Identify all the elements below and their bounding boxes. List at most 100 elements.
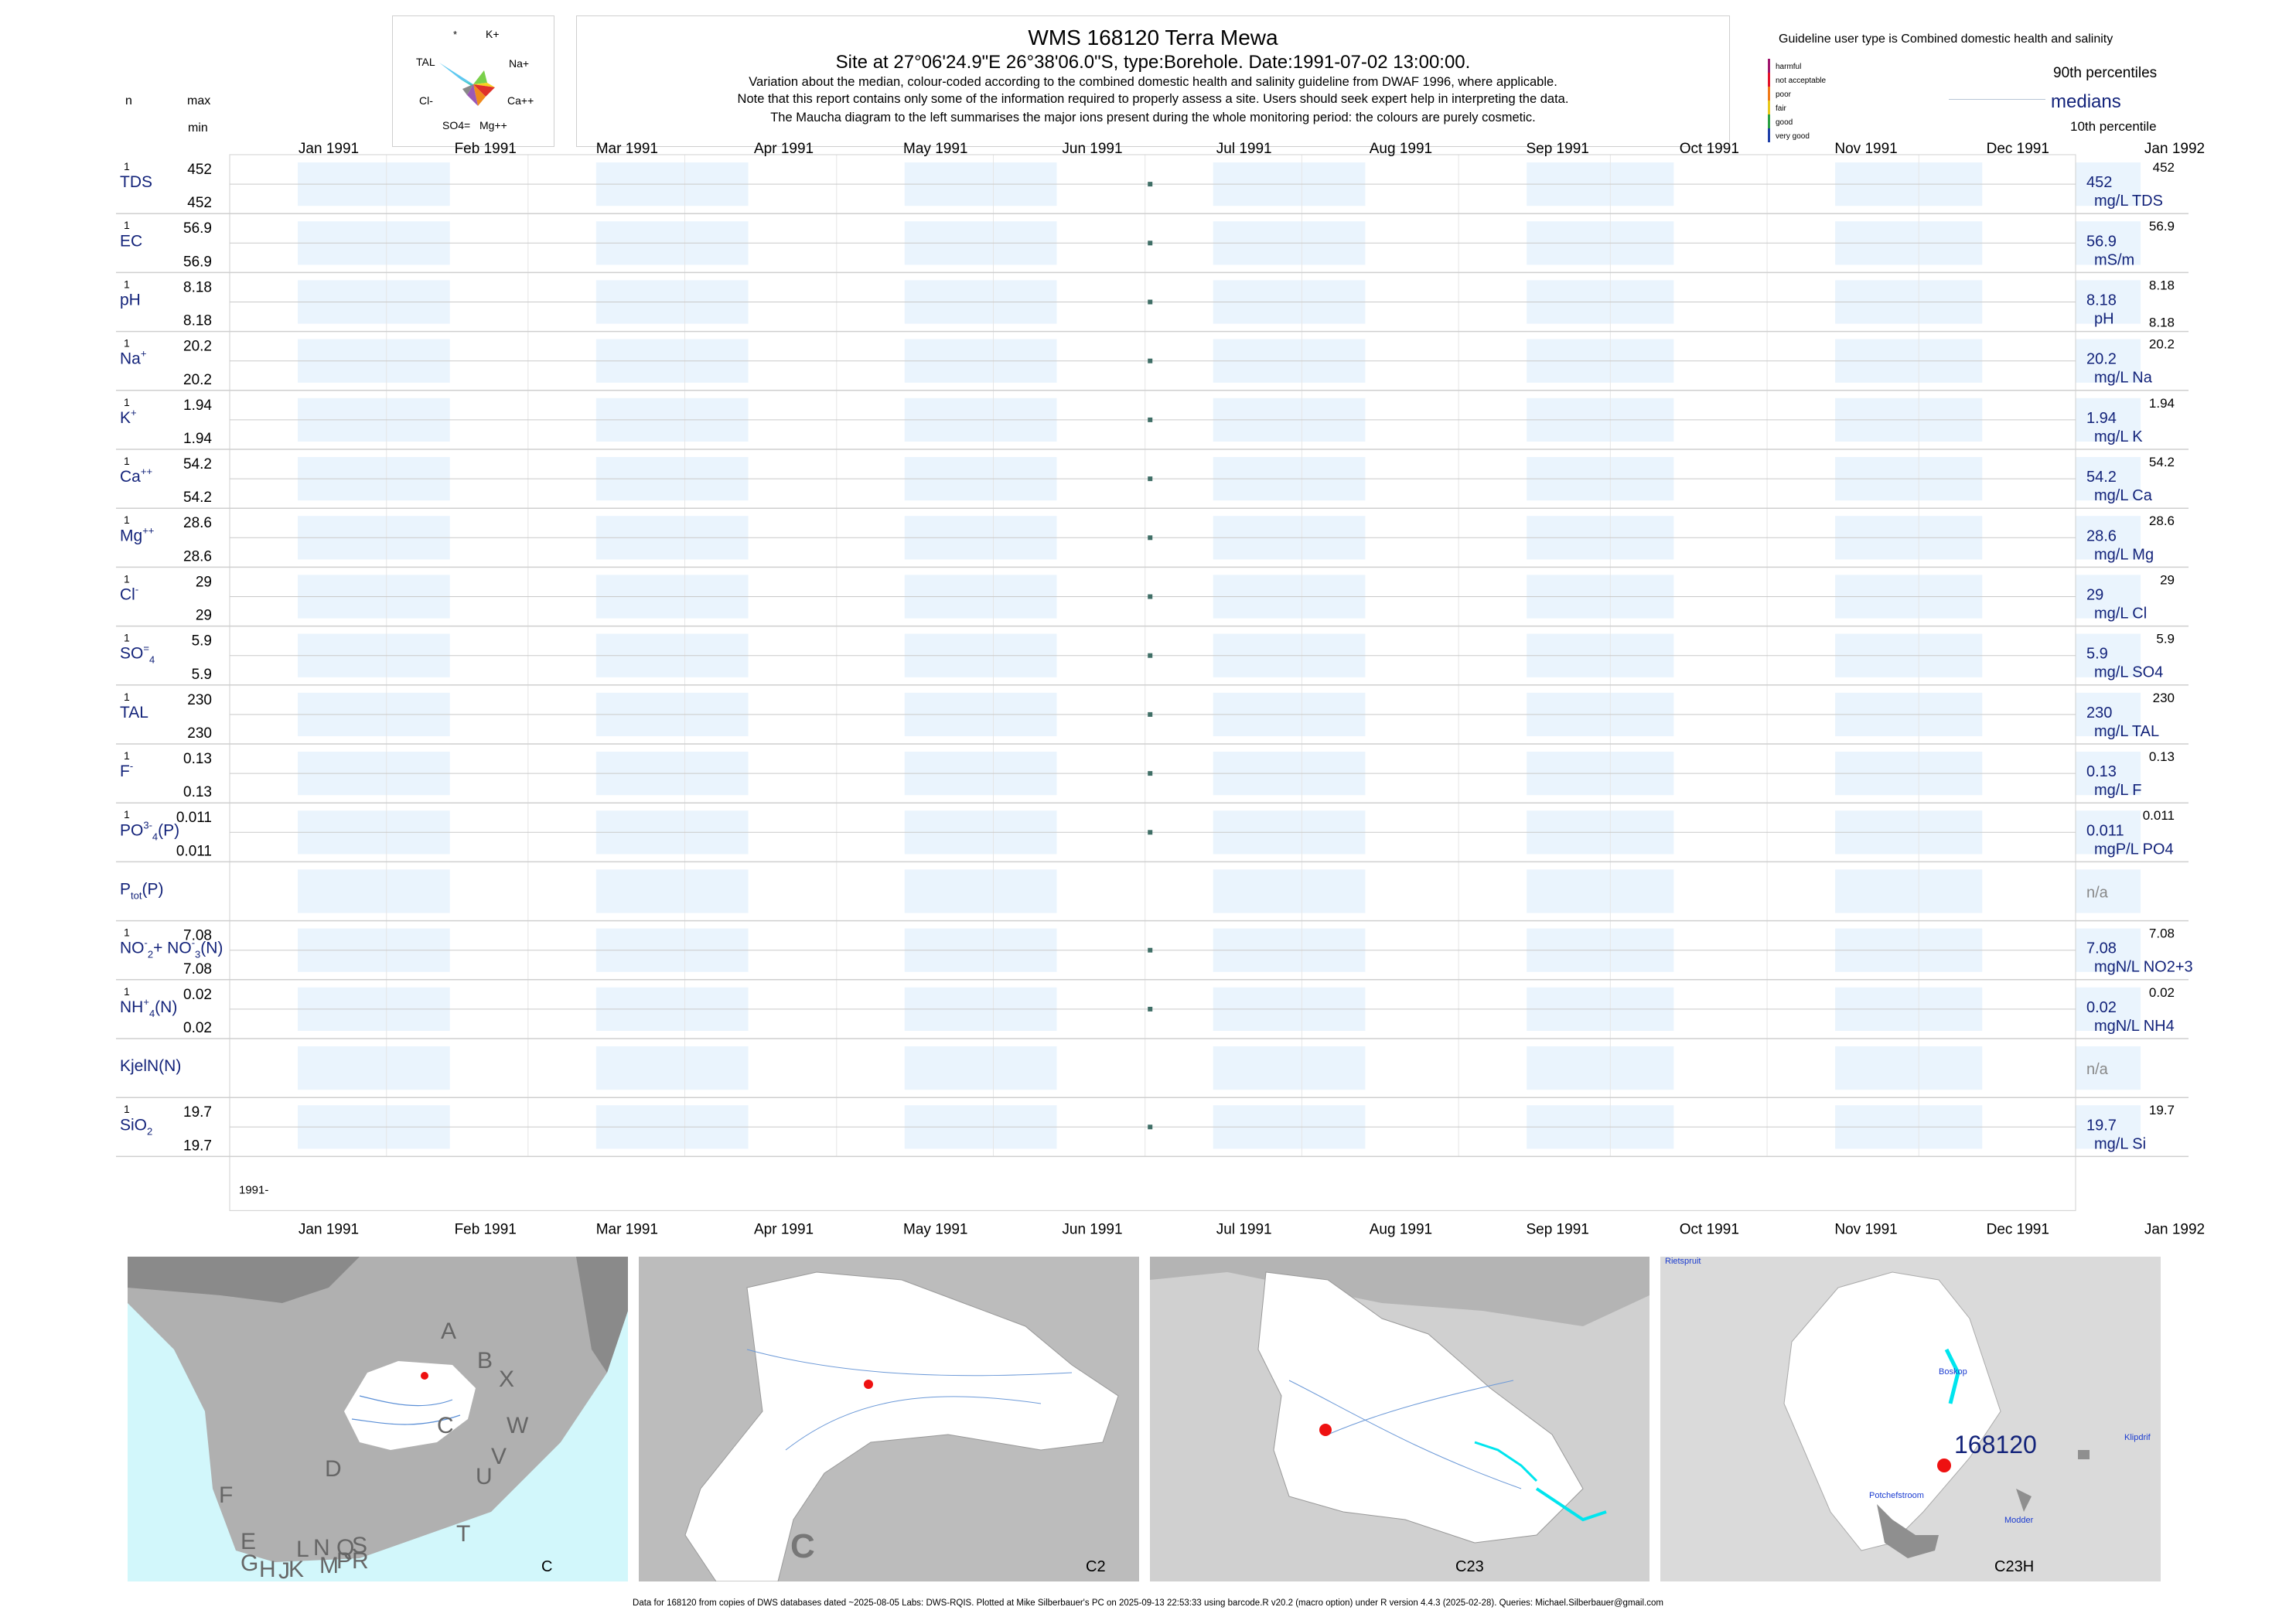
min-value: 56.9 (183, 254, 212, 270)
sample-count: 1 (124, 455, 130, 467)
month-band (2076, 575, 2141, 619)
parameter-label-ec: EC (120, 232, 142, 250)
min-value: 8.18 (183, 313, 212, 329)
p90-value: 20.2 (2149, 337, 2175, 352)
sample-count: 1 (124, 691, 130, 703)
sample-count: 1 (124, 1103, 130, 1115)
parameter-label-part: + (143, 996, 149, 1008)
place-label-boskop: Boskop (1939, 1367, 1967, 1377)
max-value: 452 (187, 162, 212, 178)
month-label-top: Jun 1991 (1062, 141, 1122, 157)
drainage-region-label: E (241, 1529, 257, 1554)
parameter-label-part: 4 (149, 654, 155, 666)
month-label-bottom: Dec 1991 (1987, 1221, 2049, 1237)
map-panel-c23: C23 (1150, 1257, 1650, 1581)
p90-value: 452 (2153, 160, 2175, 175)
place-label-rietspruit: Rietspruit (1665, 1257, 1701, 1266)
unit-label: mg/L Mg (2094, 546, 2154, 563)
guideline-class-label: very good (1776, 132, 1810, 141)
median-value: 19.7 (2086, 1117, 2117, 1134)
sample-count: 1 (124, 337, 130, 350)
median-value: 0.02 (2086, 999, 2117, 1016)
guideline-color-bar (1768, 59, 1770, 142)
drainage-region-label: D (325, 1456, 342, 1482)
p90-value: 54.2 (2149, 455, 2175, 469)
parameter-label-part: P (120, 881, 131, 899)
month-label-bottom: Jan 1991 (299, 1221, 359, 1237)
month-label-bottom: Mar 1991 (596, 1221, 658, 1237)
p10-value: 8.18 (2149, 316, 2175, 330)
max-value: 230 (187, 692, 212, 708)
parameter-label-part: Na (120, 350, 141, 368)
month-label-bottom: May 1991 (903, 1221, 967, 1237)
max-value: 8.18 (183, 279, 212, 295)
sample-point (1148, 476, 1153, 482)
parameter-label-part: - (130, 760, 133, 772)
sample-point (1148, 358, 1153, 363)
median-value: 20.2 (2086, 351, 2117, 368)
maucha-segment-mg (467, 84, 478, 106)
page-title: WMS 168120 Terra Mewa (1028, 26, 1278, 49)
month-band (2076, 516, 2141, 560)
drainage-region-label: V (491, 1444, 507, 1469)
median-value: 7.08 (2086, 940, 2117, 957)
month-label-bottom: Feb 1991 (455, 1221, 517, 1237)
parameter-label-kjelnn: KjelN(N) (120, 1057, 181, 1075)
month-label-top: Apr 1991 (754, 141, 814, 157)
median-value: n/a (2086, 1061, 2109, 1078)
drainage-region-label: G (241, 1551, 259, 1576)
guideline-legend: harmful not acceptable poor fair good very go… (1768, 59, 1861, 142)
month-label-bottom: Sep 1991 (1526, 1221, 1588, 1237)
parameter-label-part: tot (131, 890, 142, 902)
drainage-region-label: W (507, 1413, 529, 1438)
guideline-class-label: harmful (1776, 63, 1802, 71)
min-value: 1.94 (183, 431, 212, 447)
month-label-bottom: Jan 1992 (2144, 1221, 2205, 1237)
maucha-label-tal: TAL (416, 56, 435, 68)
parameter-label-mg: Mg++​ (120, 524, 154, 544)
p90-value: 56.9 (2149, 219, 2175, 234)
month-band (1213, 1046, 1366, 1090)
parameter-label-part: 4 (149, 1008, 155, 1019)
maucha-label-star: * (453, 29, 457, 40)
maucha-label-na: Na+ (509, 57, 529, 70)
maucha-label-k: K+ (486, 28, 500, 40)
unit-label: mg/L Na (2094, 370, 2153, 387)
parameter-label-na: Na+​ (120, 348, 146, 368)
month-band (2076, 339, 2141, 383)
legend-median-line (1949, 99, 2045, 100)
unit-label: mg/L TAL (2094, 723, 2159, 740)
parameter-label-tds: TDS (120, 173, 152, 191)
sample-count: 1 (124, 513, 130, 526)
parameter-label-part: (P) (158, 821, 179, 839)
sample-point (1148, 594, 1153, 599)
c23-catchment-map (1150, 1257, 1650, 1581)
map-panel-c2: C C2 (639, 1257, 1139, 1581)
month-band (2076, 810, 2141, 855)
sample-count: 1 (124, 160, 130, 172)
max-value: 20.2 (183, 339, 212, 355)
median-value: 0.13 (2086, 763, 2117, 780)
month-band (298, 869, 450, 913)
parameter-label-part: 3- (143, 819, 152, 831)
sample-point (1148, 711, 1153, 717)
drainage-region-label: S (352, 1533, 368, 1558)
sample-count: 1 (124, 926, 130, 939)
parameter-label-part: K (120, 409, 131, 427)
sample-point (1148, 830, 1153, 835)
maucha-diagram: * K+ TAL Na+ Cl- Ca++ SO4= Mg++ (392, 15, 554, 147)
unit-label: mgN/L NO2+3 (2094, 959, 2193, 976)
month-band (2076, 397, 2141, 442)
min-value: 28.6 (183, 548, 212, 565)
drainage-region-label: A (441, 1319, 457, 1344)
sample-point (1148, 299, 1153, 305)
p90-value: 0.13 (2149, 749, 2175, 764)
month-label-top: Aug 1991 (1370, 141, 1432, 157)
guideline-color-harmful (1768, 59, 1770, 73)
parameter-label-part: 2 (147, 1125, 152, 1137)
drainage-region-label: Q (336, 1535, 355, 1561)
max-value: 56.9 (183, 220, 212, 237)
site-marker-c23h (1937, 1459, 1951, 1472)
legend-p10: 10th percentile (2070, 119, 2157, 134)
min-value: 0.02 (183, 1020, 212, 1036)
